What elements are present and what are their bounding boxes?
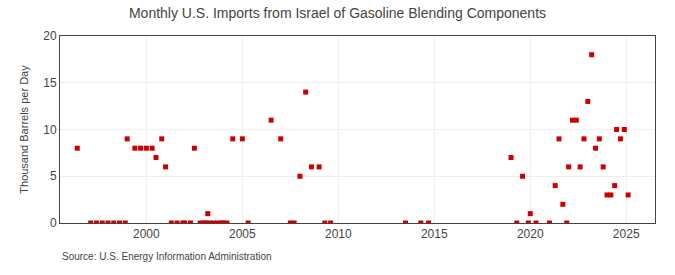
- svg-text:Monthly U.S. Imports from Isra: Monthly U.S. Imports from Israel of Gaso…: [129, 5, 546, 21]
- svg-text:2015: 2015: [421, 227, 448, 241]
- svg-text:Thousand Barrels per Day: Thousand Barrels per Day: [18, 65, 30, 194]
- svg-text:5: 5: [50, 169, 57, 183]
- svg-text:0: 0: [50, 216, 57, 230]
- svg-text:20: 20: [43, 29, 57, 43]
- svg-text:2005: 2005: [229, 227, 256, 241]
- svg-text:2010: 2010: [325, 227, 352, 241]
- svg-text:Source: U.S. Energy Informatio: Source: U.S. Energy Information Administ…: [62, 251, 272, 262]
- svg-text:15: 15: [43, 76, 57, 90]
- svg-text:2000: 2000: [133, 227, 160, 241]
- svg-text:10: 10: [43, 123, 57, 137]
- svg-text:2025: 2025: [613, 227, 640, 241]
- svg-text:2020: 2020: [517, 227, 544, 241]
